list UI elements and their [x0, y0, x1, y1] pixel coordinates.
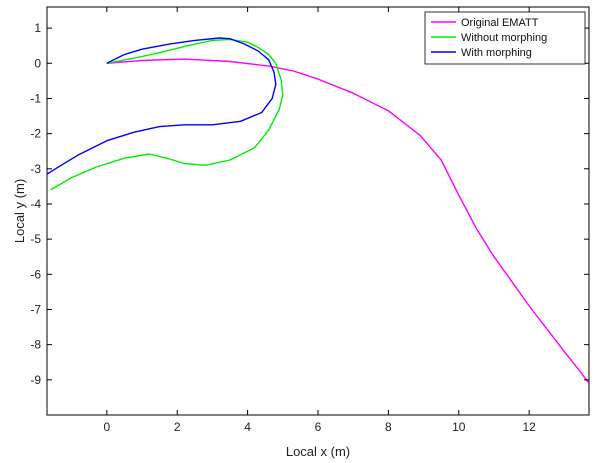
- y-tick-label: -4: [30, 197, 41, 211]
- x-tick-label: 0: [103, 420, 110, 434]
- y-tick-label: -9: [30, 373, 41, 387]
- series-line-2: [50, 38, 284, 191]
- legend-label: Original EMATT: [461, 17, 539, 29]
- y-tick-label: -6: [30, 267, 41, 281]
- legend-label: Without morphing: [461, 32, 547, 44]
- plot-area: [46, 6, 590, 416]
- x-tick-label: 8: [385, 420, 392, 434]
- x-tick-label: 2: [174, 420, 181, 434]
- y-axis-label: Local y (m): [12, 179, 27, 243]
- y-tick-label: -1: [30, 91, 41, 105]
- y-tick-label: 1: [34, 21, 41, 35]
- y-tick-label: 0: [34, 56, 41, 70]
- x-tick-label: 4: [244, 420, 251, 434]
- y-tick-label: -3: [30, 162, 41, 176]
- y-tick-label: -2: [30, 127, 41, 141]
- y-tick-label: -8: [30, 338, 41, 352]
- legend-label: With morphing: [461, 47, 532, 59]
- x-tick-label: 6: [315, 420, 322, 434]
- x-tick-label: 10: [452, 420, 466, 434]
- x-axis-label: Local x (m): [286, 444, 350, 459]
- series-layer: [46, 37, 590, 384]
- y-axis-ticks: 1 0 -1 -2 -3 -4 -5 -6 -7 -8 -9: [30, 21, 589, 387]
- y-tick-label: -5: [30, 232, 41, 246]
- x-tick-label: 12: [522, 420, 536, 434]
- x-axis-ticks: 0 2 4 6 8 10 12: [103, 7, 536, 434]
- legend-box: [424, 11, 586, 65]
- legend: Original EMATT Without morphing With morph…: [424, 11, 586, 65]
- y-tick-label: -7: [30, 302, 41, 316]
- series-line-1: [106, 58, 590, 384]
- series-line-3: [46, 37, 277, 175]
